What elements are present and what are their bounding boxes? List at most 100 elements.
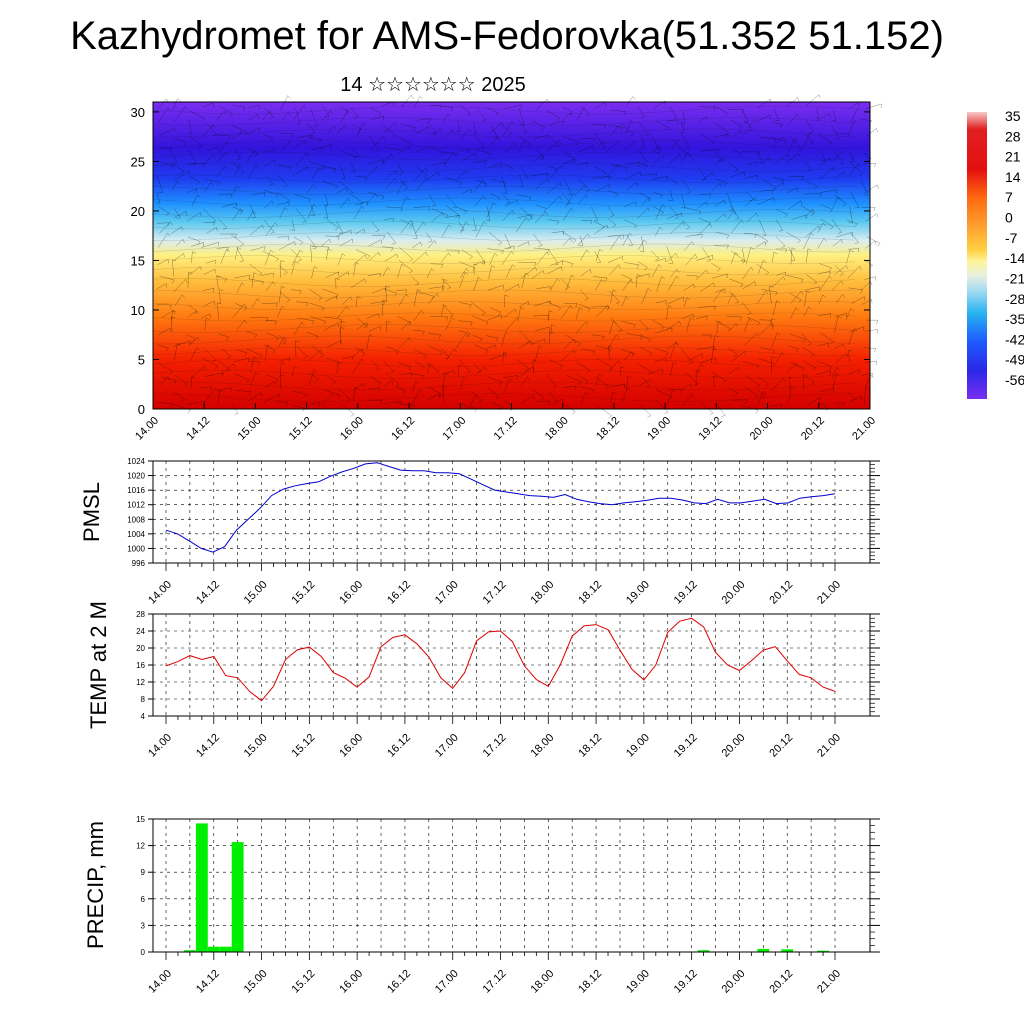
x-tick-label: 20.12 (767, 579, 795, 607)
x-tick-label: 16.00 (337, 579, 365, 607)
x-tick-label: 17.00 (440, 415, 468, 443)
colorbar-label: -21 (1005, 270, 1024, 286)
x-tick-label: 14.00 (133, 415, 161, 443)
colorbar-label: 28 (1005, 128, 1021, 144)
y-tick-label: 12 (136, 842, 145, 851)
y-tick-label: 1004 (127, 530, 145, 539)
y-tick-label: 9 (141, 868, 146, 877)
cross-section-field (153, 102, 870, 409)
x-tick-label: 16.12 (385, 968, 413, 996)
y-tick-label: 20 (131, 204, 145, 219)
x-tick-label: 14.00 (146, 579, 174, 607)
colorbar-label: -14 (1005, 250, 1024, 266)
y-tick-label: 5 (138, 352, 145, 367)
x-tick-label: 14.00 (146, 732, 174, 760)
x-tick-label: 15.00 (242, 579, 270, 607)
colorbar-label: -28 (1005, 291, 1024, 307)
precip-bar (697, 950, 710, 952)
precip-bar (817, 950, 829, 952)
x-tick-label: 18.12 (576, 732, 604, 760)
x-tick-label: 17.12 (481, 579, 509, 607)
y-tick-label: 12 (136, 678, 145, 687)
colorbar-label: 35 (1005, 108, 1021, 124)
x-tick-label: 21.00 (815, 968, 843, 996)
colorbar-label: -7 (1005, 230, 1018, 246)
x-tick-label: 19.00 (624, 968, 652, 996)
x-tick-label: 21.00 (815, 579, 843, 607)
precip-bar (231, 842, 244, 952)
x-tick-label: 20.12 (767, 968, 795, 996)
precip-x-axis: 14.00 14.12 15.00 15.12 16.00 16.12 17.00 17.12… (146, 952, 843, 996)
y-tick-label: 28 (136, 610, 145, 619)
x-tick-label: 14.12 (194, 732, 222, 760)
temp-x-axis: 14.00 14.12 15.00 15.12 16.00 16.12 17.00 17.12… (146, 716, 843, 760)
x-tick-label: 19.12 (672, 579, 700, 607)
x-tick-label: 18.12 (594, 415, 622, 443)
x-tick-label: 20.12 (767, 732, 795, 760)
chart-title: Kazhydromet for AMS-Fedorovka(51.352 51.… (70, 14, 944, 58)
x-tick-label: 17.00 (433, 732, 461, 760)
colorbar: 35 28 21 14 7 0 -7 -14 -21 -28 -35 -42 -49 -56 (967, 108, 1024, 399)
x-tick-label: 18.12 (576, 579, 604, 607)
y-tick-label: 1008 (127, 515, 145, 524)
colorbar-label: 14 (1005, 169, 1021, 185)
temp-panel: TEMP at 2 M 4 8 12 16 20 24 28 14.00 14.12 15.00… (86, 601, 880, 760)
pmsl-series-line (165, 462, 836, 553)
precip-bar (219, 946, 232, 952)
colorbar-label: -56 (1005, 372, 1024, 388)
temp-ylabel: TEMP at 2 M (86, 601, 111, 729)
y-tick-label: 25 (131, 154, 145, 169)
colorbar-label: -42 (1005, 331, 1024, 347)
precip-grid (153, 819, 870, 952)
x-tick-label: 20.00 (748, 415, 776, 443)
x-tick-label: 16.00 (337, 732, 365, 760)
x-tick-label: 15.12 (290, 732, 318, 760)
y-tick-label: 15 (131, 253, 145, 268)
precip-y-axis: 0 3 6 9 12 15 (136, 815, 880, 957)
x-tick-label: 14.12 (194, 968, 222, 996)
x-tick-label: 15.12 (287, 415, 315, 443)
precip-ylabel: PRECIP, mm (83, 821, 108, 949)
y-tick-label: 1020 (127, 472, 145, 481)
colorbar-label: 0 (1005, 210, 1013, 226)
temp-grid (153, 614, 870, 716)
colorbar-label: -35 (1005, 311, 1024, 327)
x-tick-label: 15.12 (290, 968, 318, 996)
pmsl-grid (153, 461, 870, 563)
pmsl-x-axis: 14.00 14.12 15.00 15.12 16.00 16.12 17.00 17.12… (146, 563, 843, 607)
precip-bar (781, 949, 794, 952)
x-tick-label: 19.12 (672, 732, 700, 760)
x-tick-label: 14.00 (146, 968, 174, 996)
x-tick-label: 19.00 (624, 579, 652, 607)
colorbar-label: 21 (1005, 149, 1021, 165)
colorbar-labels: 35 28 21 14 7 0 -7 -14 -21 -28 -35 -42 -49 -56 (1005, 108, 1024, 388)
x-tick-label: 17.12 (481, 732, 509, 760)
x-tick-label: 18.00 (528, 579, 556, 607)
y-tick-label: 0 (141, 948, 146, 957)
pmsl-frame (152, 460, 871, 564)
x-tick-label: 19.00 (645, 415, 673, 443)
x-tick-label: 15.00 (236, 415, 264, 443)
y-tick-label: 24 (136, 627, 145, 636)
x-tick-label: 18.12 (576, 968, 604, 996)
x-tick-label: 15.00 (242, 968, 270, 996)
y-tick-label: 996 (132, 559, 146, 568)
x-tick-label: 20.12 (799, 415, 827, 443)
y-tick-label: 3 (141, 921, 146, 930)
y-tick-label: 15 (136, 815, 145, 824)
y-tick-label: 1012 (127, 501, 145, 510)
cross-section-panel: 0 5 10 15 20 25 30 14.00 14.12 15.00 15.12 16.00 16… (131, 94, 882, 443)
precip-bar (757, 948, 770, 952)
x-tick-label: 21.00 (815, 732, 843, 760)
x-tick-label: 14.12 (184, 415, 212, 443)
precip-panel: PRECIP, mm 0 3 6 9 12 15 14.00 14.12 15.00 15.12… (83, 815, 880, 996)
precip-frame (152, 818, 871, 953)
x-tick-label: 17.00 (433, 968, 461, 996)
x-tick-label: 21.00 (850, 415, 878, 443)
colorbar-label: -49 (1005, 352, 1024, 368)
chart-subtitle: 14 ☆☆☆☆☆☆ 2025 (340, 74, 526, 96)
contour-lines (152, 105, 856, 402)
cross-section-y-axis: 0 5 10 15 20 25 30 (131, 105, 870, 417)
x-tick-label: 15.12 (290, 579, 318, 607)
